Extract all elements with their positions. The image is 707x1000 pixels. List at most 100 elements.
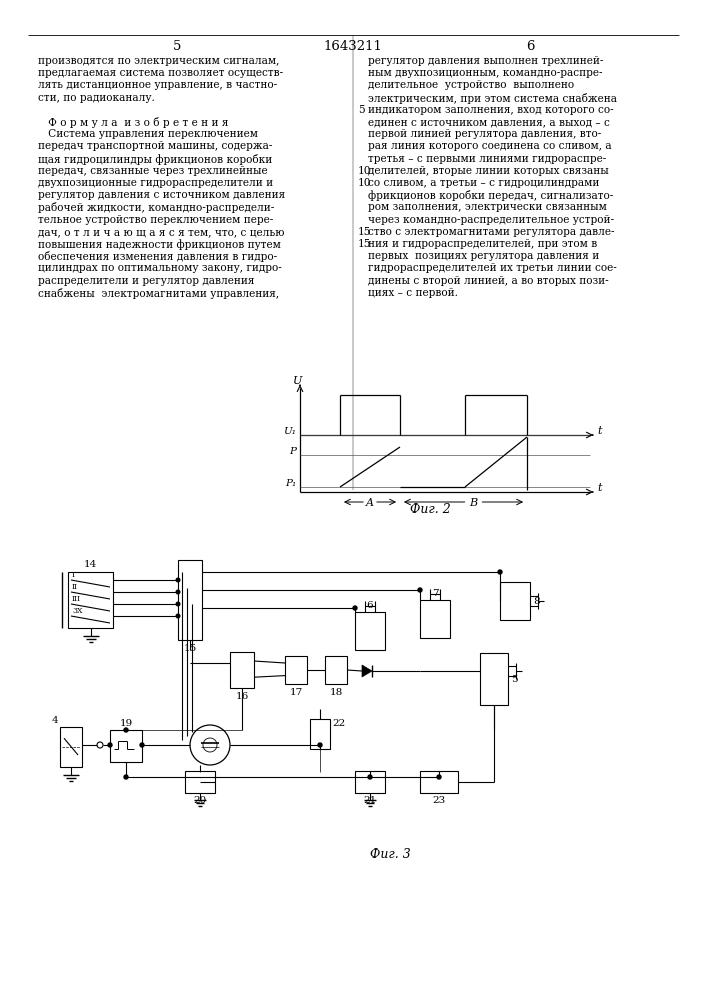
Text: 10: 10 [358, 178, 371, 188]
Text: 21: 21 [363, 796, 377, 805]
Text: Фиг. 3: Фиг. 3 [370, 848, 410, 861]
Text: 15: 15 [183, 644, 197, 653]
Circle shape [140, 743, 144, 747]
Text: 5: 5 [511, 674, 518, 684]
Text: тельное устройство переключением пере-: тельное устройство переключением пере- [38, 215, 273, 225]
Text: динены с второй линией, а во вторых пози-: динены с второй линией, а во вторых пози… [368, 276, 609, 286]
Text: 5: 5 [173, 40, 181, 53]
Text: P: P [289, 446, 296, 456]
Text: предлагаемая система позволяет осуществ-: предлагаемая система позволяет осуществ- [38, 68, 283, 78]
Text: 6: 6 [367, 601, 373, 610]
Bar [178, 560, 202, 640]
Text: рая линия которого соединена со сливом, а: рая линия которого соединена со сливом, … [368, 141, 612, 151]
Bar [285, 656, 307, 684]
Text: гидрораспределителей их третьи линии сое-: гидрораспределителей их третьи линии сое… [368, 263, 617, 273]
Bar [68, 572, 113, 628]
Circle shape [176, 590, 180, 594]
Text: через командно-распределительное устрой-: через командно-распределительное устрой- [368, 215, 614, 225]
Text: обеспечения изменения давления в гидро-: обеспечения изменения давления в гидро- [38, 251, 277, 262]
Text: 18: 18 [329, 688, 343, 697]
Text: P₁: P₁ [285, 479, 296, 488]
Text: 1643211: 1643211 [324, 40, 382, 53]
Circle shape [418, 588, 422, 592]
Text: индикатором заполнения, вход которого со-: индикатором заполнения, вход которого со… [368, 105, 614, 115]
Text: t: t [597, 426, 602, 436]
Bar [420, 600, 450, 638]
Bar [500, 582, 530, 620]
Text: 15: 15 [358, 227, 371, 237]
Bar [325, 656, 347, 684]
Text: сти, по радиоканалу.: сти, по радиоканалу. [38, 93, 155, 103]
Text: циях – с первой.: циях – с первой. [368, 288, 458, 298]
Text: первых  позициях регулятора давления и: первых позициях регулятора давления и [368, 251, 600, 261]
Bar [355, 771, 385, 793]
Bar [185, 771, 215, 793]
Text: 3X: 3X [72, 607, 83, 615]
Text: 23: 23 [433, 796, 445, 805]
Text: 4: 4 [52, 716, 58, 725]
Bar [60, 727, 82, 767]
Circle shape [124, 728, 128, 732]
Bar [480, 653, 508, 705]
Text: 7: 7 [432, 589, 438, 598]
Text: 6: 6 [526, 40, 534, 53]
Text: 15: 15 [358, 239, 371, 249]
Text: распределители и регулятор давления: распределители и регулятор давления [38, 276, 255, 286]
Text: производятся по электрическим сигналам,: производятся по электрическим сигналам, [38, 56, 279, 66]
Text: 19: 19 [119, 719, 133, 728]
Text: 5: 5 [358, 105, 365, 115]
Circle shape [318, 743, 322, 747]
Text: 14: 14 [84, 560, 97, 569]
Text: фрикционов коробки передач, сигнализато-: фрикционов коробки передач, сигнализато- [368, 190, 613, 201]
Text: третья – с первыми линиями гидрораспре-: третья – с первыми линиями гидрораспре- [368, 154, 606, 164]
Bar [310, 719, 330, 749]
Text: ром заполнения, электрически связанным: ром заполнения, электрически связанным [368, 202, 607, 212]
Circle shape [176, 602, 180, 606]
Text: B: B [469, 498, 477, 508]
Text: 22: 22 [332, 719, 345, 728]
Text: электрическим, при этом система снабжена: электрическим, при этом система снабжена [368, 93, 617, 104]
Text: единен с источником давления, а выход – с: единен с источником давления, а выход – … [368, 117, 610, 127]
Text: ным двухпозиционным, командно-распре-: ным двухпозиционным, командно-распре- [368, 68, 602, 78]
Text: Система управления переключением: Система управления переключением [38, 129, 258, 139]
Bar [110, 730, 142, 762]
Bar [230, 652, 254, 688]
Circle shape [108, 743, 112, 747]
Text: регулятор давления с источником давления: регулятор давления с источником давления [38, 190, 285, 200]
Text: ния и гидрораспределителей, при этом в: ния и гидрораспределителей, при этом в [368, 239, 597, 249]
Text: III: III [72, 595, 81, 603]
Text: Фиг. 2: Фиг. 2 [409, 503, 450, 516]
Text: дач, о т л и ч а ю щ а я с я тем, что, с целью: дач, о т л и ч а ю щ а я с я тем, что, с… [38, 227, 284, 237]
Text: U: U [293, 376, 303, 386]
Text: 8: 8 [533, 596, 539, 605]
Text: передач, связанные через трехлинейные: передач, связанные через трехлинейные [38, 166, 268, 176]
Text: Ф о р м у л а  и з о б р е т е н и я: Ф о р м у л а и з о б р е т е н и я [38, 117, 228, 128]
Text: 16: 16 [235, 692, 249, 701]
Circle shape [176, 614, 180, 618]
Text: первой линией регулятора давления, вто-: первой линией регулятора давления, вто- [368, 129, 601, 139]
Polygon shape [362, 665, 372, 677]
Text: двухпозиционные гидрораспределители и: двухпозиционные гидрораспределители и [38, 178, 273, 188]
Bar [420, 771, 458, 793]
Text: передач транспортной машины, содержа-: передач транспортной машины, содержа- [38, 141, 272, 151]
Text: повышения надежности фрикционов путем: повышения надежности фрикционов путем [38, 239, 281, 250]
Text: 17: 17 [289, 688, 303, 697]
Circle shape [124, 775, 128, 779]
Circle shape [176, 578, 180, 582]
Circle shape [437, 775, 441, 779]
Text: U₁: U₁ [283, 426, 296, 436]
Text: щая гидроцилиндры фрикционов коробки: щая гидроцилиндры фрикционов коробки [38, 154, 272, 165]
Text: делительное  устройство  выполнено: делительное устройство выполнено [368, 80, 574, 90]
Text: лять дистанционное управление, в частно-: лять дистанционное управление, в частно- [38, 80, 277, 90]
Text: ство с электромагнитами регулятора давле-: ство с электромагнитами регулятора давле… [368, 227, 614, 237]
Circle shape [368, 775, 372, 779]
Bar [355, 612, 385, 650]
Text: A: A [366, 498, 374, 508]
Text: 20: 20 [194, 796, 206, 805]
Circle shape [353, 606, 357, 610]
Text: t: t [597, 483, 602, 493]
Text: снабжены  электромагнитами управления,: снабжены электромагнитами управления, [38, 288, 279, 299]
Text: рабочей жидкости, командно-распредели-: рабочей жидкости, командно-распредели- [38, 202, 274, 213]
Text: I: I [72, 571, 75, 579]
Text: цилиндрах по оптимальному закону, гидро-: цилиндрах по оптимальному закону, гидро- [38, 263, 282, 273]
